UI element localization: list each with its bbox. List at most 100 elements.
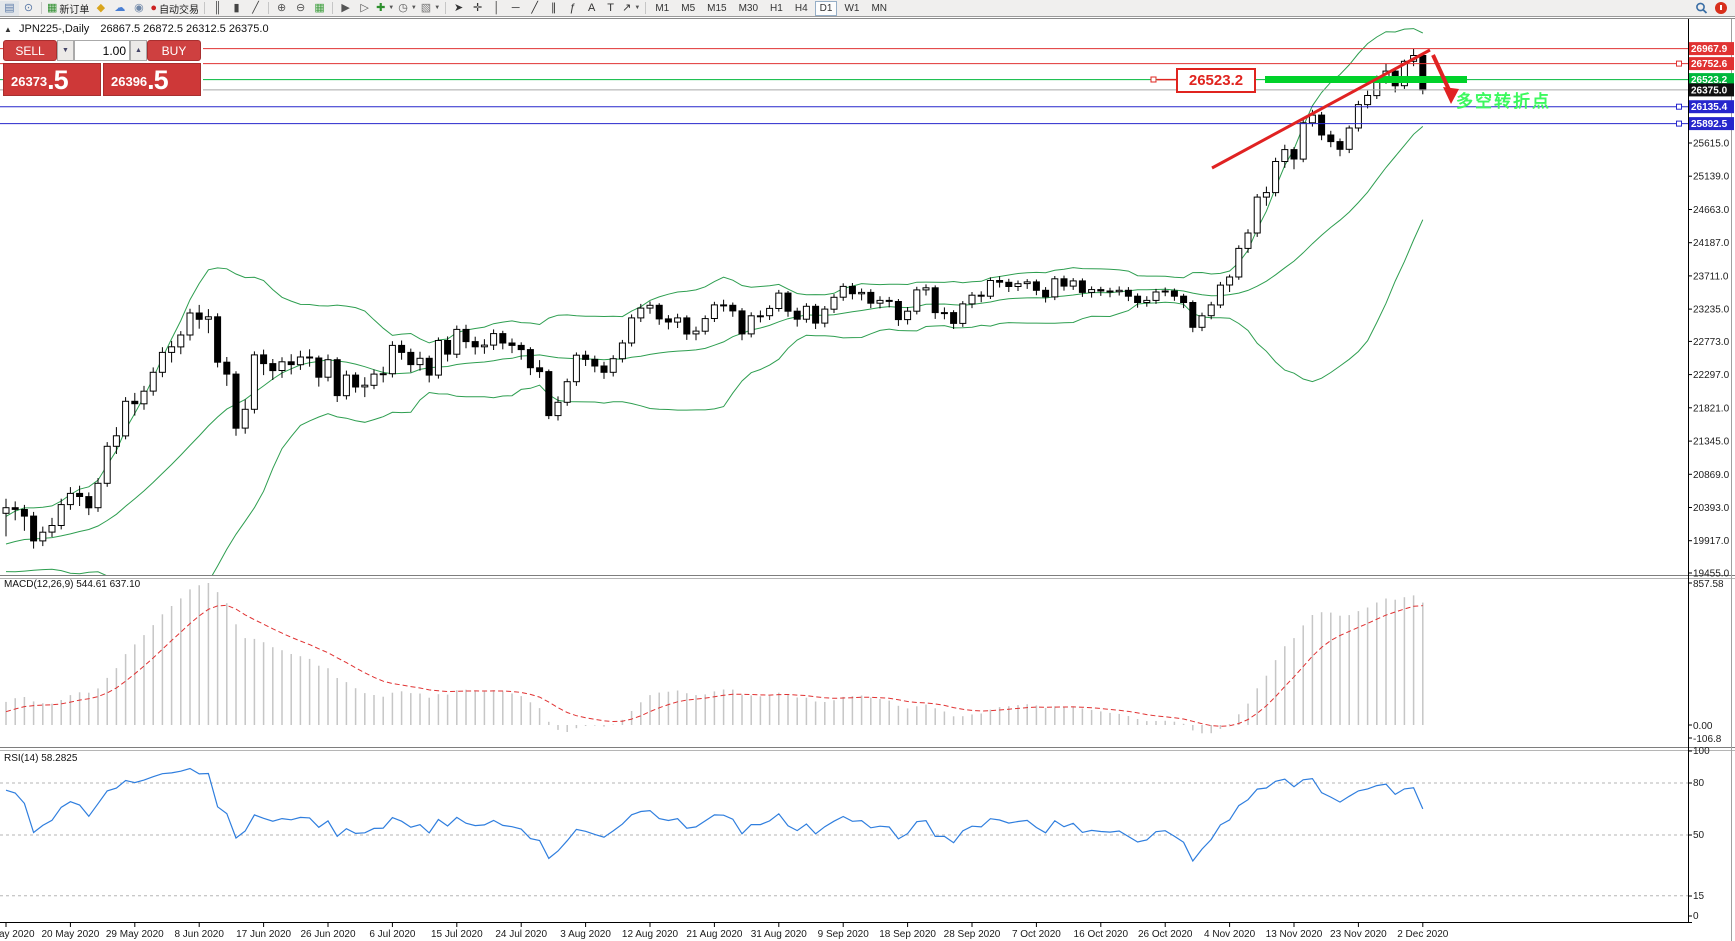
zoom-in-icon[interactable]: ⊕ (272, 1, 291, 16)
candlestick (766, 307, 774, 317)
collapse-quote-icon[interactable]: ▲ (4, 25, 12, 34)
price-tag (1689, 42, 1734, 56)
text-icon[interactable]: A (582, 1, 601, 16)
candlestick (802, 305, 810, 320)
dropdown-caret-icon[interactable]: ▼ (634, 5, 641, 11)
candlestick (729, 304, 737, 312)
indicators-icon: ✚ (376, 1, 386, 14)
ohlc-values: 26867.5 26872.5 26312.5 26375.0 (100, 23, 269, 35)
buy-button[interactable]: BUY (147, 40, 201, 61)
autotrading-icon[interactable]: ● 自动交易 (148, 1, 201, 16)
periods-icon[interactable]: ◷ ▼ (396, 1, 419, 16)
thick-green-level-bar[interactable] (1265, 76, 1467, 83)
notifications-icon[interactable] (1715, 2, 1727, 14)
candlestick (453, 328, 461, 355)
timeframe-m5-button[interactable]: M5 (681, 2, 696, 14)
fibonacci-icon[interactable]: ƒ (563, 1, 582, 16)
line-handle[interactable] (1676, 103, 1682, 110)
horizontal-line-icon[interactable]: ─ (506, 1, 525, 16)
candlestick (186, 312, 194, 336)
candlestick (959, 303, 967, 324)
middle-band (5, 126, 1424, 545)
rsi-label: RSI(14) 58.2825 (4, 753, 78, 764)
candlestick (1161, 290, 1169, 293)
chart-shift-icon[interactable]: ▷ (355, 1, 374, 16)
line-handle[interactable] (1676, 120, 1682, 127)
sell-button[interactable]: SELL (3, 40, 57, 61)
bar-chart-icon[interactable]: ║ (208, 1, 227, 16)
cursor-icon[interactable]: ➤ (449, 1, 468, 16)
volume-decrease-button[interactable]: ▼ (57, 40, 74, 61)
candlestick (66, 492, 74, 506)
volume-increase-button[interactable]: ▲ (130, 40, 147, 61)
time-axis-label: 16 Oct 2020 (1074, 929, 1129, 940)
buy-price-box[interactable]: 26396.5 (103, 63, 201, 96)
price-annotation-box[interactable]: 26523.2 (1176, 68, 1256, 93)
axis-price-label: 23235.0 (1693, 305, 1730, 316)
candlestick (1244, 232, 1252, 249)
trendline-icon[interactable]: ╱ (525, 1, 544, 16)
auto-scroll-icon[interactable]: ▶ (336, 1, 355, 16)
dropdown-caret-icon[interactable]: ▼ (388, 5, 395, 11)
time-axis-label: 28 Sep 2020 (944, 929, 1001, 940)
candlestick-chart-icon[interactable]: ▮ (227, 1, 246, 16)
crosshair-icon[interactable]: ✛ (468, 1, 487, 16)
vertical-line-icon[interactable]: │ (487, 1, 506, 16)
candlestick (1170, 290, 1178, 297)
symbol-period-label: JPN225-,Daily (18, 23, 90, 35)
axis-price-label: 24663.0 (1693, 205, 1730, 216)
timeframe-d1-button[interactable]: D1 (814, 0, 838, 16)
print-preview-icon[interactable]: ⊙ (19, 1, 38, 16)
indicators-icon[interactable]: ✚ ▼ (374, 1, 396, 16)
candlestick (793, 310, 801, 320)
turning-point-label[interactable]: 多空转折点 (1456, 92, 1551, 111)
line-chart-icon[interactable]: ╱ (246, 1, 265, 16)
time-axis-label: 26 Oct 2020 (1138, 929, 1193, 940)
new-order-icon[interactable]: ▦ 新订单 (45, 1, 91, 16)
search-icon[interactable] (1695, 2, 1708, 15)
candlestick (1088, 289, 1096, 293)
timeframe-m1-button[interactable]: M1 (655, 2, 670, 14)
candlestick (674, 317, 682, 323)
volume-input[interactable] (74, 40, 130, 61)
timeframe-m30-button[interactable]: M30 (738, 2, 759, 14)
line-handle[interactable] (1676, 60, 1682, 67)
candlestick (444, 340, 452, 355)
dropdown-caret-icon[interactable]: ▼ (410, 5, 417, 11)
market-watch-icon[interactable]: ☁ (110, 1, 129, 16)
tile-windows-icon[interactable]: ▦ (310, 1, 329, 16)
timeframe-h4-button[interactable]: H4 (794, 2, 808, 14)
axis-price-label: 24187.0 (1693, 238, 1730, 249)
red-uptrend-line[interactable] (1211, 48, 1431, 170)
timeframe-mn-button[interactable]: MN (871, 2, 887, 14)
print-preview-icon: ⊙ (23, 1, 34, 14)
red-down-arrow[interactable] (1431, 54, 1452, 93)
candlestick (1014, 283, 1022, 288)
styles-icon[interactable]: ◆ (91, 1, 110, 16)
timeframe-w1-button[interactable]: W1 (844, 2, 860, 14)
templates-icon[interactable]: ▧ ▼ (419, 1, 442, 16)
candlestick (692, 330, 700, 335)
time-axis-label: 15 Jul 2020 (431, 929, 483, 940)
timeframe-h1-button[interactable]: H1 (770, 2, 783, 14)
candlestick (1078, 280, 1086, 293)
channel-icon[interactable]: ∥ (544, 1, 563, 16)
zoom-out-icon[interactable]: ⊖ (291, 1, 310, 16)
arrows-icon[interactable]: ↗ ▼ (620, 1, 642, 16)
candlestick (94, 482, 102, 509)
sell-price-box[interactable]: 26373.5 (3, 63, 101, 96)
candlestick (1216, 284, 1224, 306)
time-axis-label: 6 Jul 2020 (369, 929, 416, 940)
signals-icon[interactable]: ◉ (129, 1, 148, 16)
timeframe-m15-button[interactable]: M15 (707, 2, 727, 14)
chart-drawings[interactable] (1150, 48, 1467, 170)
chart-window-icon[interactable]: ▤ (0, 0, 19, 16)
candlestick (379, 373, 387, 376)
dropdown-caret-icon[interactable]: ▼ (434, 5, 441, 11)
candlestick (1124, 289, 1132, 297)
rsi-axis-label: 15 (1693, 891, 1705, 902)
candlestick (683, 317, 691, 335)
text-label-icon[interactable]: T (601, 1, 620, 16)
